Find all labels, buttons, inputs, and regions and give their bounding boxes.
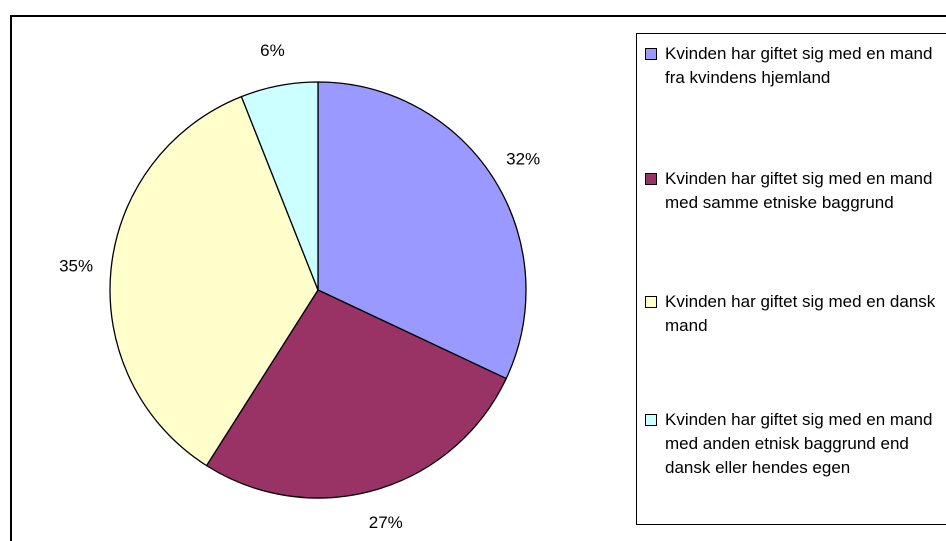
data-label: 27% <box>369 513 403 532</box>
pie-slice <box>109 95 319 467</box>
legend: Kvinden har giftet sig med en mand fra k… <box>636 33 946 525</box>
legend-label: Kvinden har giftet sig med en mand med a… <box>665 410 933 477</box>
data-label: 35% <box>59 257 93 276</box>
legend-swatch <box>645 173 657 185</box>
legend-label: Kvinden har giftet sig med en mand fra k… <box>665 44 933 87</box>
legend-swatch <box>645 48 657 60</box>
legend-label: Kvinden har giftet sig med en dansk mand <box>665 292 936 335</box>
pie-slice <box>317 81 527 380</box>
pie-slice <box>205 289 508 499</box>
data-label: 32% <box>506 149 540 168</box>
chart-frame <box>10 15 946 541</box>
pie-slice <box>240 81 319 291</box>
legend-swatch <box>645 296 657 308</box>
legend-swatch <box>645 414 657 426</box>
data-label: 6% <box>260 41 285 60</box>
legend-label: Kvinden har giftet sig med en mand med s… <box>665 169 933 212</box>
